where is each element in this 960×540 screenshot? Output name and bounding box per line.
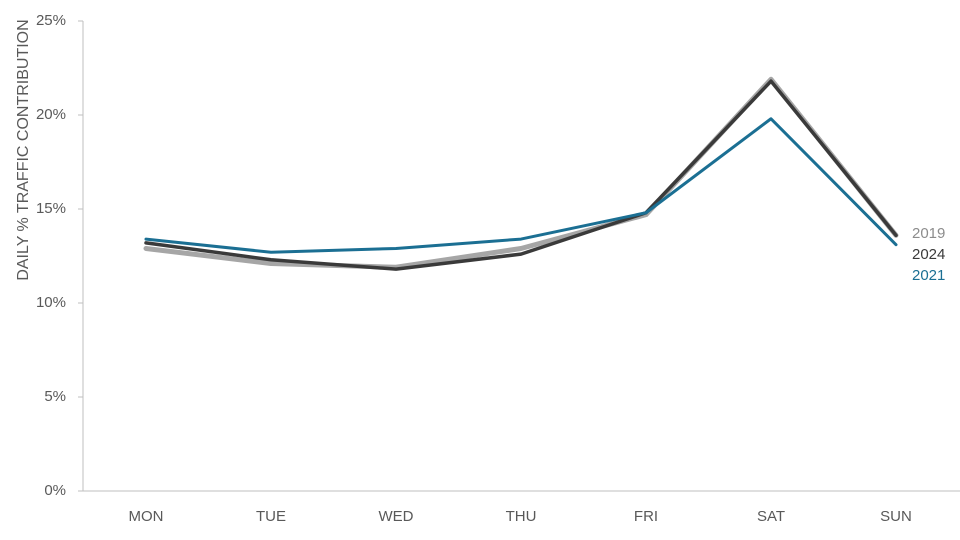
y-tick-label: 5% [44,388,66,405]
series-lines [143,76,899,271]
y-tick-label: 15% [36,200,66,217]
series-labels: 2019 2024 2021 [912,225,945,284]
series-line-2019 [143,76,899,270]
series-label-2024: 2024 [912,246,945,263]
x-tick-label: MON [129,508,164,525]
series-label-2021: 2021 [912,267,945,284]
y-axis-ticks: 0% 5% 10% 15% 20% 25% [36,12,83,499]
series-line-2024 [144,79,898,271]
series-line-2021 [144,117,898,254]
y-tick-label: 20% [36,106,66,123]
x-tick-label: TUE [256,508,286,525]
x-tick-label: SAT [757,508,785,525]
series-label-2019: 2019 [912,225,945,242]
y-tick-label: 25% [36,12,66,29]
x-tick-label: WED [379,508,414,525]
y-axis-title-group: DAILY % TRAFFIC CONTRIBUTION [15,19,32,280]
y-axis-title: DAILY % TRAFFIC CONTRIBUTION [15,19,32,280]
x-axis-ticks: MON TUE WED THU FRI SAT SUN [129,508,912,525]
x-tick-label: THU [506,508,537,525]
x-tick-label: SUN [880,508,912,525]
y-tick-label: 0% [44,482,66,499]
x-tick-label: FRI [634,508,658,525]
y-tick-label: 10% [36,294,66,311]
